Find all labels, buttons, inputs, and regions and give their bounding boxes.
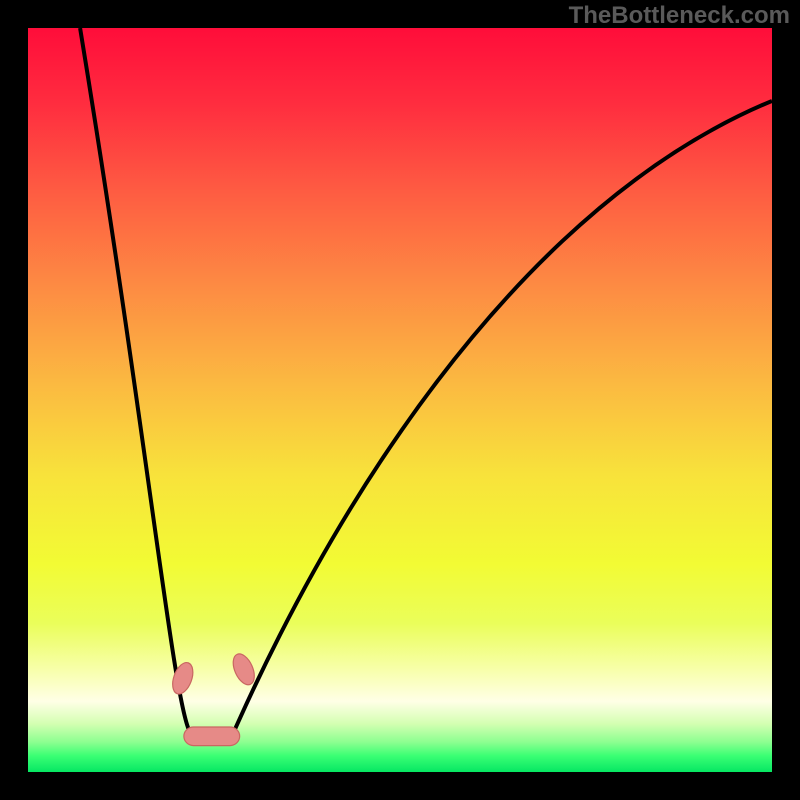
marker-left-lozenge xyxy=(169,660,197,697)
bottleneck-curve xyxy=(80,28,772,739)
chart-frame: TheBottleneck.com xyxy=(0,0,800,800)
marker-right-lozenge xyxy=(229,651,259,688)
bottleneck-curve-layer xyxy=(28,28,772,772)
watermark-text: TheBottleneck.com xyxy=(569,2,790,30)
plot-area xyxy=(28,28,772,772)
marker-base-cap xyxy=(184,727,240,746)
